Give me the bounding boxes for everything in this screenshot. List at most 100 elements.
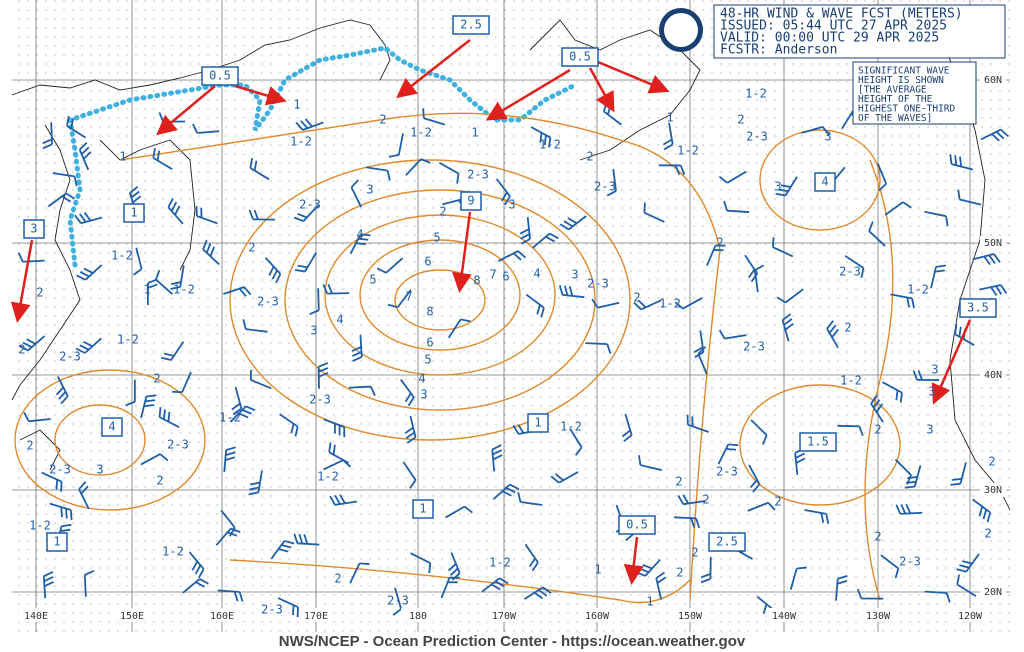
barb-staff (753, 270, 759, 293)
barb-feather (637, 299, 647, 309)
barb-feather (1000, 128, 1009, 138)
contour-label: 2 (586, 150, 593, 164)
barb-feather (125, 400, 136, 407)
barb-staff (525, 293, 545, 309)
contour-label: 1 (143, 283, 150, 297)
contour-label: 2 (334, 572, 341, 586)
barb-staff (159, 416, 180, 428)
barb-feather (293, 216, 304, 223)
boxed-label-frame (561, 47, 599, 67)
barb-feather (65, 508, 68, 519)
contour-label: 6 (502, 270, 509, 284)
boxed-label: 1 (419, 502, 426, 516)
boxed-label: 3 (30, 222, 37, 236)
lon-label: 150E (120, 611, 144, 622)
boxed-label: 2.5 (460, 18, 482, 32)
barb-feather (878, 182, 887, 192)
barb-staff (668, 122, 674, 145)
barb-feather (831, 328, 839, 338)
barb-staff (491, 449, 496, 472)
lon-label: 170W (492, 611, 517, 622)
barb-feather (776, 296, 787, 304)
barb-feather (563, 220, 574, 228)
barb-feather (828, 324, 837, 334)
lon-label: 130W (866, 611, 891, 622)
contour-label: 4 (356, 228, 363, 242)
barb-feather (677, 495, 685, 505)
boxed-label: 1 (130, 206, 137, 220)
barb-feather (820, 512, 825, 523)
barb-feather (370, 386, 376, 397)
barb-staff (22, 259, 45, 263)
barb-feather (132, 268, 143, 276)
barb-staff (900, 511, 923, 515)
barb-staff (844, 255, 865, 269)
contour-label: 2-3 (261, 603, 283, 617)
barb-staff (880, 554, 899, 570)
barb-staff (234, 386, 243, 409)
barb-staff (804, 509, 827, 515)
barb-feather (83, 212, 92, 222)
barb-feather (492, 454, 503, 461)
barb-feather (875, 403, 884, 413)
boxed-label: 2.5 (716, 535, 738, 549)
barb-feather (404, 426, 414, 435)
barb-staff (438, 161, 459, 175)
barb-feather (358, 237, 369, 241)
barb-feather (161, 356, 172, 361)
barb-feather (783, 318, 793, 326)
lon-label: 120W (958, 611, 983, 622)
barb-staff (924, 590, 947, 594)
barb-staff (182, 578, 201, 594)
barb-feather (249, 486, 260, 491)
barb-feather (623, 434, 633, 442)
barb-feather (170, 286, 181, 290)
barb-feather (718, 175, 728, 184)
barb-feather (295, 121, 304, 131)
barb-staff (445, 505, 465, 519)
barb-feather (520, 238, 531, 245)
contour-label: 1-2 (840, 374, 862, 388)
barb-feather (174, 205, 181, 216)
barb-feather (55, 479, 59, 490)
barb-feather (978, 506, 984, 517)
barb-staff (750, 419, 768, 436)
barb-feather (73, 176, 78, 187)
barb-staff (959, 462, 967, 484)
barb-feather (420, 158, 431, 164)
contour-label: 2-3 (299, 198, 321, 212)
contour-label: 1-2 (659, 297, 681, 311)
barb-feather (198, 568, 205, 579)
barb-feather (292, 605, 295, 616)
barb-staff (979, 284, 1002, 291)
barb-feather (504, 195, 511, 206)
barb-feather (428, 563, 432, 574)
barb-feather (296, 607, 300, 618)
barb-feather (895, 504, 902, 515)
barb-staff (202, 248, 220, 266)
barb-feather (84, 570, 95, 576)
barb-feather (409, 479, 417, 489)
barb-staff (495, 178, 511, 197)
barb-staff (706, 244, 717, 266)
barb-staff (277, 597, 299, 609)
barb-staff (229, 405, 247, 423)
barb-feather (352, 351, 362, 357)
contour-label: 1 (646, 595, 653, 609)
barb-feather (22, 341, 33, 348)
barb-staff (41, 471, 63, 483)
barb-staff (687, 423, 709, 433)
barb-feather (44, 581, 54, 588)
barb-staff (52, 172, 75, 178)
header: 48-HR WIND & WAVE FCST (METERS) ISSUED: … (659, 4, 1006, 125)
barb-feather (858, 425, 864, 437)
barb-feather (935, 264, 946, 268)
barb-staff (348, 385, 371, 389)
contour-label: 1 (119, 150, 126, 164)
barb-staff (772, 246, 794, 258)
barb-staff (409, 415, 417, 438)
barb-feather (695, 518, 701, 529)
barb-feather (895, 390, 899, 401)
barb-staff (181, 371, 192, 393)
barb-feather (772, 237, 775, 248)
